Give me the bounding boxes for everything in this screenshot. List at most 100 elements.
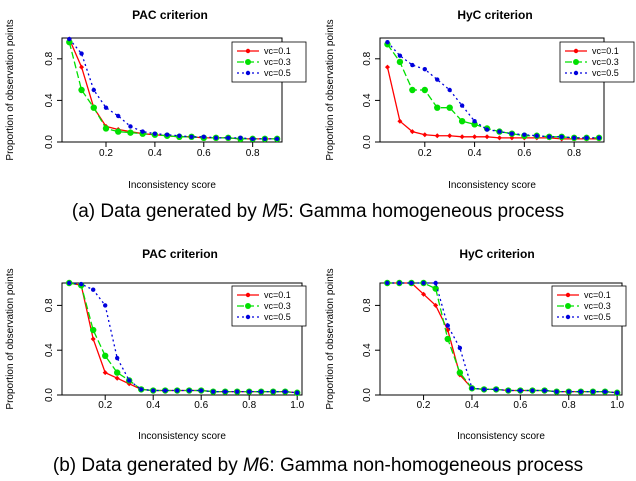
data-point-vc05	[409, 280, 414, 286]
data-point-vc03	[456, 369, 464, 376]
data-point-vc05	[484, 127, 490, 132]
legend-label-vc05: vc=0.5	[592, 68, 619, 78]
y-tick-label: 0.0	[44, 388, 55, 402]
y-tick-label: 0.8	[44, 298, 55, 312]
data-point-vc05	[497, 129, 502, 134]
y-axis-label: Proportion of observation points	[325, 19, 336, 160]
chart-title: HyC criterion	[459, 247, 534, 261]
data-point-vc05	[259, 389, 264, 394]
data-point-vc05	[457, 345, 463, 351]
data-point-vc05	[566, 389, 571, 394]
data-point-vc05	[211, 389, 216, 394]
x-tick-label: 0.6	[194, 400, 208, 411]
caption-a-num: 5	[278, 201, 289, 222]
data-point-vc01	[90, 336, 96, 342]
data-point-vc03	[127, 129, 134, 136]
legend-box	[231, 285, 307, 327]
data-point-vc01	[459, 134, 465, 140]
legend-label-vc01: vc=0.1	[264, 46, 291, 56]
data-point-vc05	[175, 388, 180, 393]
data-point-vc01	[114, 375, 120, 381]
data-point-vc03	[78, 86, 85, 94]
legend-marker-vc03	[245, 303, 251, 309]
data-point-vc05	[116, 113, 121, 119]
x-tick-label: 0.4	[146, 400, 160, 411]
data-point-vc05	[506, 388, 511, 393]
data-point-vc05	[554, 389, 559, 394]
legend-marker-vc03	[573, 59, 579, 65]
caption-b: (b) Data generated by M6: Gamma non-homo…	[53, 455, 583, 476]
data-point-vc05	[271, 389, 276, 394]
data-point-vc05	[226, 135, 231, 141]
y-tick-label: 0.4	[44, 343, 55, 357]
x-tick-label: 0.4	[468, 148, 482, 159]
x-tick-label: 1.0	[290, 400, 304, 411]
data-point-vc05	[397, 53, 403, 58]
series-line-vc05	[68, 38, 278, 140]
legend: vc=0.1vc=0.3vc=0.5	[559, 41, 635, 83]
y-tick-label: 0.8	[362, 298, 373, 312]
caption-a-suffix: : Gamma homogeneous process	[288, 201, 564, 222]
legend-marker-vc05	[573, 70, 579, 76]
x-tick-label: 1.0	[610, 400, 624, 411]
data-point-vc05	[250, 136, 255, 142]
legend-label-vc03: vc=0.3	[264, 57, 291, 67]
data-point-vc05	[128, 124, 133, 129]
data-point-vc05	[127, 378, 132, 383]
x-axis-label: Inconsistency score	[448, 180, 536, 191]
series-line-vc05	[69, 282, 298, 394]
y-tick-label: 0.4	[44, 93, 55, 107]
chart-panel-b-pac: PAC criterion 0.2 0.4 0.6 0.8 1.0 0.0 0.4 0.8 Inc…	[5, 247, 307, 442]
data-point-vc01	[102, 370, 108, 376]
data-point-vc05	[518, 388, 523, 393]
data-point-vc03	[444, 335, 451, 343]
data-point-vc03	[434, 104, 441, 111]
data-point-vc05	[79, 51, 84, 56]
data-point-vc05	[67, 36, 72, 42]
data-point-vc05	[397, 280, 402, 286]
legend-marker-vc05	[245, 70, 251, 76]
data-point-vc05	[435, 77, 440, 82]
data-point-vc03	[90, 326, 97, 334]
data-point-vc01	[397, 118, 403, 124]
data-point-vc01	[422, 132, 428, 138]
x-tick-label: 0.4	[465, 400, 479, 411]
data-point-vc03	[114, 369, 121, 376]
y-axis-label: Proportion of observation points	[5, 19, 16, 160]
data-point-vc05	[447, 87, 452, 93]
data-point-vc05	[235, 389, 240, 394]
data-point-vc03	[409, 86, 416, 94]
data-point-vc05	[199, 388, 204, 393]
data-point-vc05	[115, 355, 120, 361]
data-point-vc01	[484, 134, 490, 140]
legend-label-vc01: vc=0.1	[264, 290, 291, 300]
y-tick-label: 0.4	[362, 93, 373, 107]
data-point-vc05	[283, 389, 288, 394]
legend-marker-vc01	[245, 292, 251, 298]
x-tick-label: 0.8	[242, 400, 256, 411]
data-point-vc05	[614, 390, 620, 395]
data-point-vc03	[102, 352, 109, 359]
data-point-vc05	[385, 280, 390, 286]
caption-b-num: 6	[259, 455, 270, 476]
y-tick-label: 0.4	[362, 343, 373, 357]
caption-a-prefix: (a) Data generated by	[72, 201, 262, 222]
y-tick-label: 0.0	[44, 135, 55, 149]
data-point-vc03	[446, 104, 453, 111]
data-point-vc03	[115, 128, 122, 135]
data-point-vc05	[91, 287, 96, 292]
data-point-vc03	[458, 118, 466, 125]
data-point-vc05	[493, 387, 499, 392]
x-tick-label: 0.8	[246, 148, 260, 159]
legend-marker-vc05	[245, 314, 251, 320]
chart-title: PAC criterion	[142, 247, 218, 261]
x-tick-label: 0.2	[98, 400, 112, 411]
data-point-vc05	[151, 388, 156, 393]
data-point-vc05	[247, 389, 252, 394]
x-tick-label: 0.6	[517, 148, 531, 159]
data-point-vc05	[262, 136, 268, 142]
data-point-vc01	[384, 64, 390, 70]
data-point-vc05	[79, 281, 84, 287]
data-point-vc05	[445, 323, 450, 328]
